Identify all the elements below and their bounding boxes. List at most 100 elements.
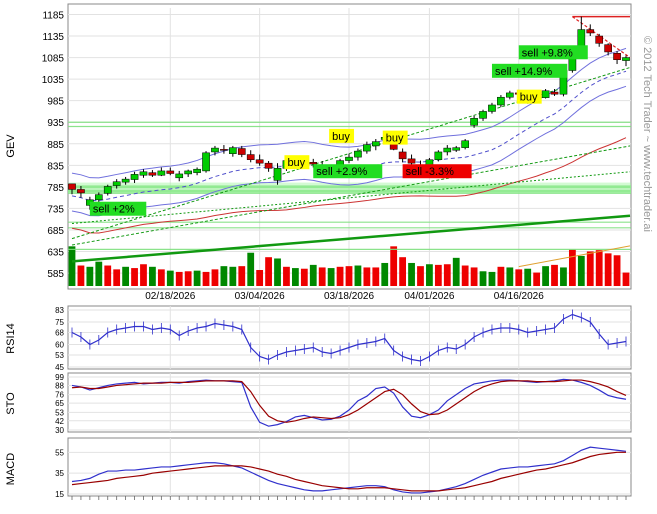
volume-bar — [86, 266, 94, 286]
price-ytick-label: 935 — [47, 118, 64, 129]
candle-body — [407, 158, 416, 164]
signal-label: sell +2% — [93, 204, 135, 216]
rsi-ytick-label: 68 — [55, 329, 64, 338]
signal-label: sell +2.9% — [316, 166, 367, 178]
volume-bar — [113, 269, 121, 286]
price-ytick-label: 985 — [47, 97, 64, 108]
volume-bar — [327, 268, 335, 286]
signal-label: buy — [287, 157, 305, 169]
volume-bar — [479, 271, 487, 286]
sto-ytick-label: 99 — [55, 373, 64, 382]
candle-body — [434, 151, 443, 160]
volume-bar — [595, 250, 603, 286]
candle-body — [398, 151, 407, 160]
signal-label: sell +9.8% — [522, 47, 573, 59]
signal-label: buy — [520, 92, 538, 104]
signal-label: buy — [332, 131, 350, 143]
trend-dashed-line — [71, 145, 631, 246]
volume-bar — [408, 262, 415, 286]
candle-body — [541, 90, 550, 98]
volume-bar — [354, 265, 362, 286]
rsi-ytick-label: 53 — [55, 351, 64, 360]
price-ytick-label: 1135 — [42, 32, 64, 43]
macd-line — [71, 446, 627, 494]
volume-bar — [104, 265, 112, 286]
candle-body — [273, 168, 282, 181]
candle-body — [193, 168, 201, 173]
price-ytick-label: 685 — [47, 226, 64, 237]
volume-bar — [399, 257, 407, 286]
candle-body — [479, 111, 487, 119]
watermark: © 2012 Tech Trader ~ www.techtrader.ai — [641, 36, 653, 232]
signal-label: sell -3.3% — [406, 166, 455, 178]
sto-ytick-label: 76 — [55, 391, 64, 400]
candle-body — [309, 162, 318, 165]
volume-bar — [506, 267, 514, 286]
volume-bar — [202, 271, 210, 286]
price-ytick-label: 785 — [47, 183, 64, 194]
date-label: 03/04/2026 — [235, 291, 285, 302]
candle-body — [452, 147, 461, 151]
candle-body — [157, 170, 166, 176]
candle-body — [613, 53, 621, 60]
rsi-ytick-label: 83 — [55, 306, 64, 315]
volume-bar — [452, 257, 460, 286]
sto-title: STO — [5, 392, 17, 415]
volume-bar — [122, 266, 130, 286]
date-label: 04/01/2026 — [404, 291, 454, 302]
signal-box — [313, 164, 383, 179]
volume-bar — [461, 265, 469, 286]
candle-body — [130, 174, 139, 180]
volume-bar — [300, 268, 308, 286]
price-ytick-label: 1035 — [42, 75, 65, 86]
indicator-lines — [71, 309, 627, 494]
signal-box — [491, 63, 568, 78]
sto-ytick-label: 88 — [55, 381, 64, 390]
volume-bar — [434, 264, 442, 286]
volume-bar — [497, 266, 505, 286]
price-ytick-label: 885 — [47, 140, 64, 151]
macd-title: MACD — [5, 453, 17, 485]
rsi-title: RSI14 — [5, 323, 17, 354]
volume-bar — [211, 269, 219, 286]
candle-body — [497, 96, 505, 106]
signal-box — [402, 164, 472, 179]
volume-bar — [149, 266, 156, 286]
horizontal-bands — [68, 121, 631, 250]
candle-body — [237, 148, 246, 155]
candle-body — [148, 172, 157, 176]
volume-bar — [568, 249, 576, 286]
candle-body — [220, 149, 228, 151]
volume-bar — [551, 264, 558, 286]
volume-bar — [229, 266, 237, 286]
rsi-ytick-label: 60 — [55, 341, 64, 350]
date-label: 02/18/2026 — [145, 291, 195, 302]
volume-bar — [193, 270, 201, 286]
sto-ytick-label: 65 — [55, 399, 64, 408]
candle-body — [363, 144, 371, 152]
volume-bar — [426, 264, 433, 286]
candle-body — [68, 183, 76, 190]
candle-body — [604, 44, 612, 53]
candle-body — [506, 92, 514, 98]
signal-box — [89, 201, 147, 216]
volume-bar — [336, 266, 344, 286]
volume-bar — [586, 251, 594, 286]
volume-bar — [291, 268, 299, 286]
volume-bar — [247, 252, 255, 286]
price-ytick-label: 735 — [47, 204, 64, 215]
signal-label: sell +14.9% — [495, 66, 552, 78]
sto-d-line — [71, 379, 627, 423]
signal-box — [382, 130, 408, 145]
candle-body — [488, 104, 496, 112]
volume-bar — [604, 253, 612, 286]
price-title: GEV — [5, 134, 17, 158]
volume-bar — [166, 270, 174, 286]
rsi-ytick-label: 75 — [55, 318, 64, 327]
volume-bar — [542, 266, 549, 286]
candle-body — [595, 35, 604, 44]
volume-bar — [515, 269, 523, 286]
volume-bar — [613, 255, 621, 286]
candle-body — [103, 186, 112, 194]
axis-labels: 1185 1135 1085 1035 985 935 885 835 785 735 685 635… — [5, 10, 544, 499]
